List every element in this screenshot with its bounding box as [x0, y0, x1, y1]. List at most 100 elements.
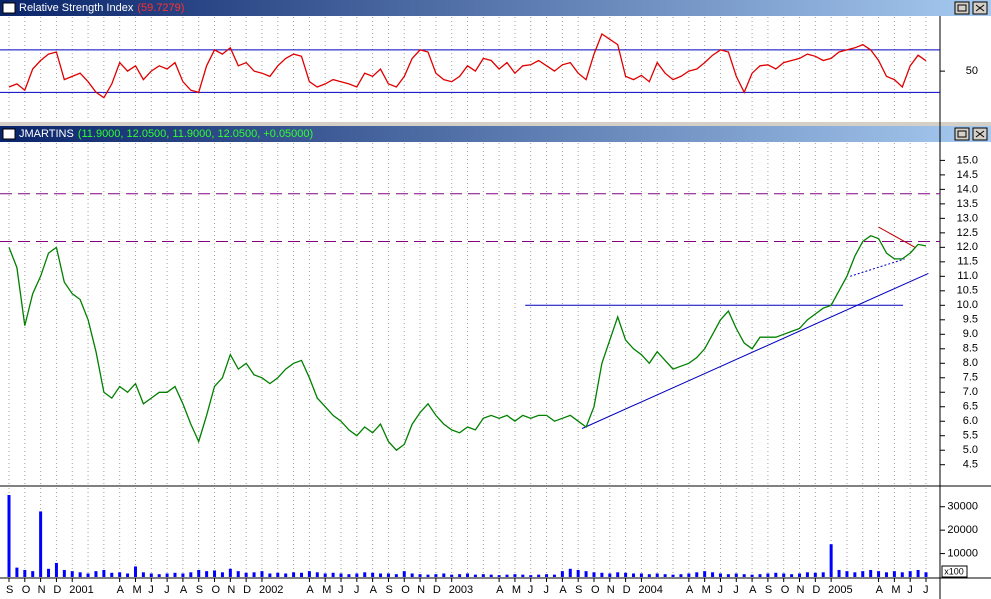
price-title-bar: [0, 126, 991, 142]
volume-bar: [853, 572, 857, 577]
restore-button[interactable]: [954, 127, 970, 141]
volume-bar: [7, 495, 11, 577]
volume-bar: [197, 569, 201, 577]
volume-bar: [726, 574, 730, 577]
x-tick-label: N: [797, 584, 805, 596]
volume-bar: [821, 572, 825, 577]
volume-bar: [505, 574, 509, 577]
volume-bar: [70, 571, 74, 577]
volume-bar: [766, 573, 770, 577]
volume-bar: [916, 569, 920, 577]
volume-bar: [450, 574, 454, 577]
volume-bar: [149, 573, 153, 577]
volume-bar: [379, 573, 383, 577]
volume-bar: [884, 572, 888, 577]
x-tick-label: J: [717, 584, 723, 596]
y-tick-label: 11.5: [957, 256, 978, 268]
trend-line: [849, 258, 905, 277]
x-tick-label: M: [702, 584, 711, 596]
restore-button[interactable]: [954, 1, 970, 15]
x-tick-label: N: [607, 584, 615, 596]
volume-bar: [173, 572, 177, 577]
x-tick-label: O: [591, 584, 600, 596]
x-tick-label: A: [749, 584, 757, 596]
x-tick-label: J: [528, 584, 534, 596]
price-line: [8, 33, 927, 99]
volume-bar: [671, 574, 675, 577]
x-tick-label: 2004: [638, 584, 662, 596]
volume-bar: [473, 574, 477, 577]
volume-bar: [600, 572, 604, 577]
restore-icon: [957, 130, 967, 138]
volume-bar: [94, 571, 98, 577]
x-tick-label: M: [891, 584, 900, 596]
volume-bar: [892, 571, 896, 577]
volume-bar: [228, 568, 232, 577]
y-tick-label: 5.0: [963, 444, 978, 456]
volume-bar: [877, 571, 881, 577]
volume-bar: [371, 572, 375, 577]
y-tick-label: 10.0: [957, 299, 978, 311]
y-tick-label: 9.5: [963, 314, 978, 326]
y-tick-label: 6.5: [963, 401, 978, 413]
volume-bar: [220, 572, 224, 577]
volume-bar: [157, 574, 161, 577]
rsi-title-bar: [0, 0, 991, 16]
window-icon: [2, 128, 16, 140]
volume-bar: [568, 568, 572, 577]
volume-bar: [624, 572, 628, 577]
x-tick-label: S: [575, 584, 582, 596]
volume-bar: [790, 574, 794, 577]
volume-bar: [869, 569, 873, 577]
rsi-value: (59.7279): [137, 2, 184, 14]
y-tick-label: 11.0: [957, 270, 978, 282]
x-tick-label: N: [227, 584, 235, 596]
x-tick-label: A: [370, 584, 378, 596]
y-tick-label: 4.5: [963, 459, 978, 471]
y-tick-label: 30000: [947, 501, 978, 513]
volume-bar: [315, 572, 319, 577]
volume-bar: [687, 573, 691, 577]
y-tick-label: 7.5: [963, 372, 978, 384]
volume-bar: [900, 572, 904, 577]
volume-bar: [205, 571, 209, 577]
volume-bar: [386, 573, 390, 577]
x-tick-label: M: [512, 584, 521, 596]
x-tick-label: D: [812, 584, 820, 596]
x-tick-label: D: [243, 584, 251, 596]
y-tick-label: 15.0: [957, 154, 978, 166]
volume-bar: [181, 573, 185, 577]
volume-bar: [426, 574, 430, 577]
volume-bar: [292, 572, 296, 577]
volume-bar: [829, 544, 833, 577]
volume-bar: [165, 573, 169, 577]
volume-bar: [299, 572, 303, 577]
x-tick-label: A: [117, 584, 125, 596]
volume-bar: [695, 572, 699, 577]
volume-unit: x100: [944, 566, 964, 576]
volume-bar: [560, 571, 564, 577]
x-tick-label: J: [164, 584, 170, 596]
y-tick-label: 5.5: [963, 430, 978, 442]
price-title: JMARTINS: [19, 128, 74, 140]
volume-bar: [62, 569, 66, 577]
volume-bar: [307, 571, 311, 577]
volume-bar: [742, 574, 746, 577]
volume-bar: [31, 571, 35, 577]
volume-bar: [837, 569, 841, 577]
y-tick-label: 9.0: [963, 328, 978, 340]
x-tick-label: 2003: [449, 584, 473, 596]
volume-bar: [861, 571, 865, 577]
volume-bar: [434, 574, 438, 577]
x-tick-label: A: [876, 584, 884, 596]
volume-bar: [213, 570, 217, 577]
y-tick-label: 12.0: [957, 241, 978, 253]
x-tick-label: S: [765, 584, 772, 596]
x-tick-label: J: [733, 584, 739, 596]
y-tick-label: 13.5: [957, 198, 978, 210]
volume-bar: [347, 574, 351, 577]
y-tick-label: 6.0: [963, 415, 978, 427]
y-tick-label: 14.5: [957, 169, 978, 181]
volume-bar: [86, 573, 90, 577]
